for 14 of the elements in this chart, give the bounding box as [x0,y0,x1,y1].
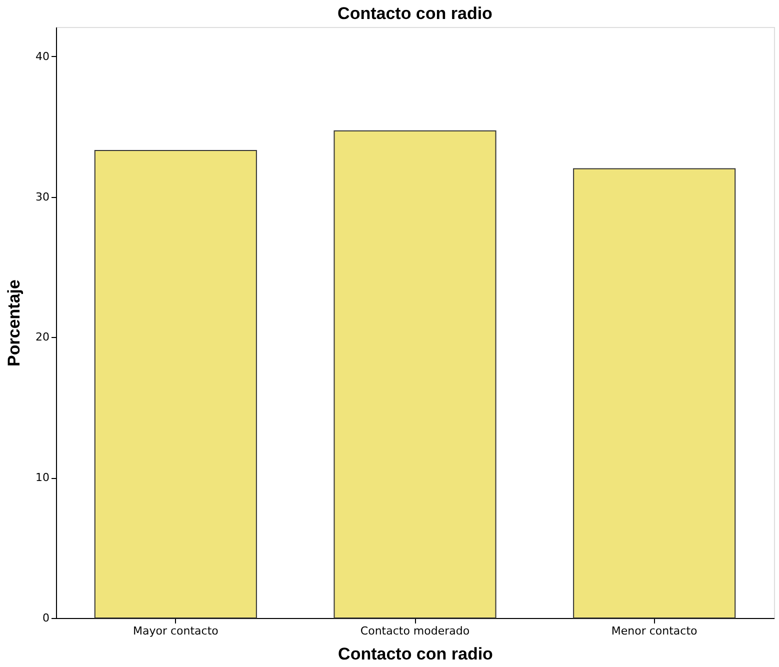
y-axis-title: Porcentaje [4,280,24,366]
y-tick-label: 40 [36,50,50,63]
x-tick-label: Mayor contacto [132,624,219,638]
bar [334,130,496,618]
y-tick-label: 10 [36,471,50,484]
x-tick-label: Contacto moderado [360,624,470,638]
y-tick-label: 0 [42,612,50,624]
bar [94,150,257,618]
chart-title: Contacto con radio [338,4,492,23]
bar [573,168,736,618]
x-axis-title: Contacto con radio [338,644,493,664]
y-tick-label: 20 [36,330,50,344]
y-tick-label: 30 [36,190,50,204]
x-tick-label: Menor contacto [611,624,698,638]
